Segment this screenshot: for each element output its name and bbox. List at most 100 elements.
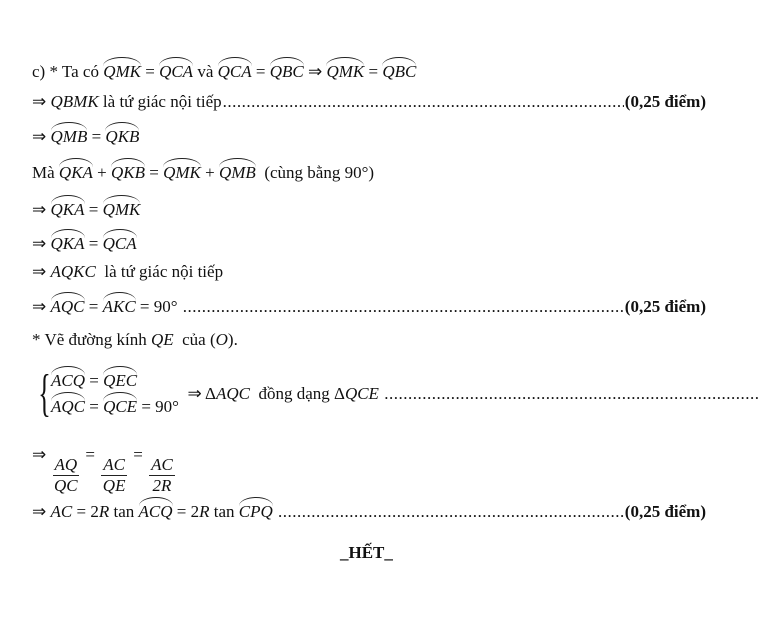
solution-line: c) * Ta có QMK = QCA và QCA = QBC ⇒ QMK … bbox=[32, 57, 417, 82]
angle-notation: QMK bbox=[163, 158, 201, 182]
angle-notation: QKB bbox=[105, 122, 140, 146]
text-run bbox=[273, 502, 277, 522]
score-label: (0,25 điểm) bbox=[624, 297, 706, 316]
text-run: đồng dạng bbox=[249, 384, 334, 403]
angle-notation: QMB bbox=[50, 122, 88, 146]
math-symbol: ⇒ Δ bbox=[178, 384, 216, 403]
math-symbol: ⇒ bbox=[32, 92, 51, 111]
math-symbol: ) bbox=[227, 330, 234, 349]
text-run: * Vẽ đường kính bbox=[32, 330, 151, 349]
math-symbol: = 2 bbox=[72, 502, 99, 521]
math-symbol: ⇒ bbox=[303, 62, 327, 81]
math-symbol: = bbox=[140, 62, 160, 81]
math-symbol: + bbox=[200, 163, 219, 182]
system-row: ACQ = QEC bbox=[50, 366, 179, 391]
math-symbol: ⇒ bbox=[32, 297, 51, 316]
math-symbol: tan bbox=[109, 502, 139, 521]
solution-line: Mà QKA + QKB = QMK + QMB (cùng bằng 90°) bbox=[32, 158, 374, 183]
fraction: AC 2R bbox=[149, 455, 175, 496]
math-symbol: ⇒ bbox=[32, 445, 51, 464]
numerator: AC bbox=[149, 455, 175, 476]
text-run: . bbox=[233, 330, 238, 349]
math-symbol: = bbox=[145, 163, 164, 182]
math-symbol: = bbox=[87, 127, 106, 146]
solution-line: ⇒ QBMK là tứ giác nội tiếp (0,25 điểm) bbox=[32, 92, 706, 112]
angle-notation: QCA bbox=[217, 57, 252, 81]
solution-line: ⇒ AQC = AKC = 90° (0,25 điểm) bbox=[32, 292, 706, 317]
math-variable: O bbox=[215, 330, 228, 349]
angle-notation: QMB bbox=[218, 158, 256, 182]
math-variable: QE bbox=[150, 330, 174, 349]
text-run: Mà bbox=[32, 163, 59, 182]
math-symbol: = 2 bbox=[172, 502, 200, 521]
dot-leader bbox=[384, 384, 760, 404]
text-run: là tứ giác nội tiếp bbox=[95, 262, 224, 281]
math-symbol: = 90° bbox=[137, 397, 179, 416]
numerator: AC bbox=[101, 455, 127, 476]
math-symbol: Δ bbox=[334, 384, 345, 403]
math-symbol: ( bbox=[209, 330, 216, 349]
math-symbol: ⇒ bbox=[32, 262, 51, 281]
text-run: c) * Ta có bbox=[32, 62, 104, 81]
math-symbol: = bbox=[84, 397, 104, 416]
math-symbol: tan bbox=[209, 502, 239, 521]
angle-notation: QKA bbox=[58, 158, 93, 182]
angle-notation: QMK bbox=[326, 57, 365, 81]
angle-notation: ACQ bbox=[50, 366, 85, 390]
dot-leader bbox=[183, 297, 624, 317]
text-run: (cùng bằng bbox=[255, 163, 345, 182]
math-symbol: = bbox=[84, 371, 104, 390]
system-row: AQC = QCE = 90° bbox=[50, 392, 179, 417]
final-line: ⇒ AC = 2R tan ACQ = 2R tan CPQ (0,25 điể… bbox=[32, 497, 706, 522]
solution-line: ⇒ AQKC là tứ giác nội tiếp bbox=[32, 262, 223, 282]
dot-leader bbox=[278, 502, 624, 522]
angle-notation: QKA bbox=[50, 229, 85, 253]
solution-line: ⇒ QKA = QMK bbox=[32, 195, 141, 220]
math-variable: R bbox=[199, 502, 210, 521]
left-brace: { bbox=[38, 365, 51, 422]
math-variable: AC bbox=[50, 502, 73, 521]
math-symbol: = bbox=[81, 445, 100, 464]
math-symbol: = bbox=[84, 234, 103, 253]
math-symbol: = bbox=[129, 445, 148, 464]
fraction: AQ QC bbox=[52, 455, 80, 496]
angle-notation: CPQ bbox=[238, 497, 273, 521]
angle-notation: QKA bbox=[50, 195, 85, 219]
math-symbol: + bbox=[92, 163, 112, 182]
math-variable: QCE bbox=[344, 384, 379, 403]
solution-line: ⇒ QKA = QCA bbox=[32, 229, 137, 254]
text-run: là tứ giác nội tiếp bbox=[98, 92, 222, 111]
angle-notation: QMK bbox=[103, 57, 141, 81]
angle-notation: ACQ bbox=[138, 497, 173, 521]
similar-triangles-system: { ACQ = QEC AQC = QCE = 90° ⇒ Δ AQC đồng d… bbox=[32, 365, 706, 422]
math-symbol: = bbox=[84, 297, 103, 316]
fraction: AC QE bbox=[101, 455, 127, 496]
end-mark: _HẾT_ bbox=[340, 543, 393, 562]
fraction-line: ⇒ AQ QC = AC QE = AC 2R bbox=[32, 445, 177, 495]
math-symbol: ⇒ bbox=[32, 200, 51, 219]
math-symbol: ⇒ bbox=[32, 502, 51, 521]
angle-notation: QKB bbox=[111, 158, 146, 182]
text-run: và bbox=[193, 62, 218, 81]
angle-notation: QCA bbox=[102, 229, 137, 253]
angle-notation: QCA bbox=[159, 57, 194, 81]
angle-notation: QEC bbox=[103, 366, 138, 390]
math-symbol: = bbox=[251, 62, 270, 81]
angle-notation: QBC bbox=[382, 57, 417, 81]
math-variable: R bbox=[98, 502, 110, 521]
denominator: QC bbox=[54, 476, 78, 495]
numerator: AQ bbox=[52, 455, 80, 476]
denominator: 2R bbox=[152, 476, 172, 495]
angle-notation: AQC bbox=[50, 292, 85, 316]
math-symbol: 90° bbox=[344, 163, 369, 182]
angle-notation: QMK bbox=[102, 195, 141, 219]
text-run bbox=[379, 384, 383, 404]
angle-notation: QCE bbox=[103, 392, 138, 416]
math-symbol: = bbox=[84, 200, 103, 219]
math-variable: QBMK bbox=[50, 92, 99, 111]
denominator: QE bbox=[102, 476, 126, 495]
solution-line: * Vẽ đường kính QE của (O). bbox=[32, 330, 238, 350]
system-equations: ACQ = QEC AQC = QCE = 90° bbox=[50, 366, 179, 417]
text-run: của bbox=[173, 330, 210, 349]
